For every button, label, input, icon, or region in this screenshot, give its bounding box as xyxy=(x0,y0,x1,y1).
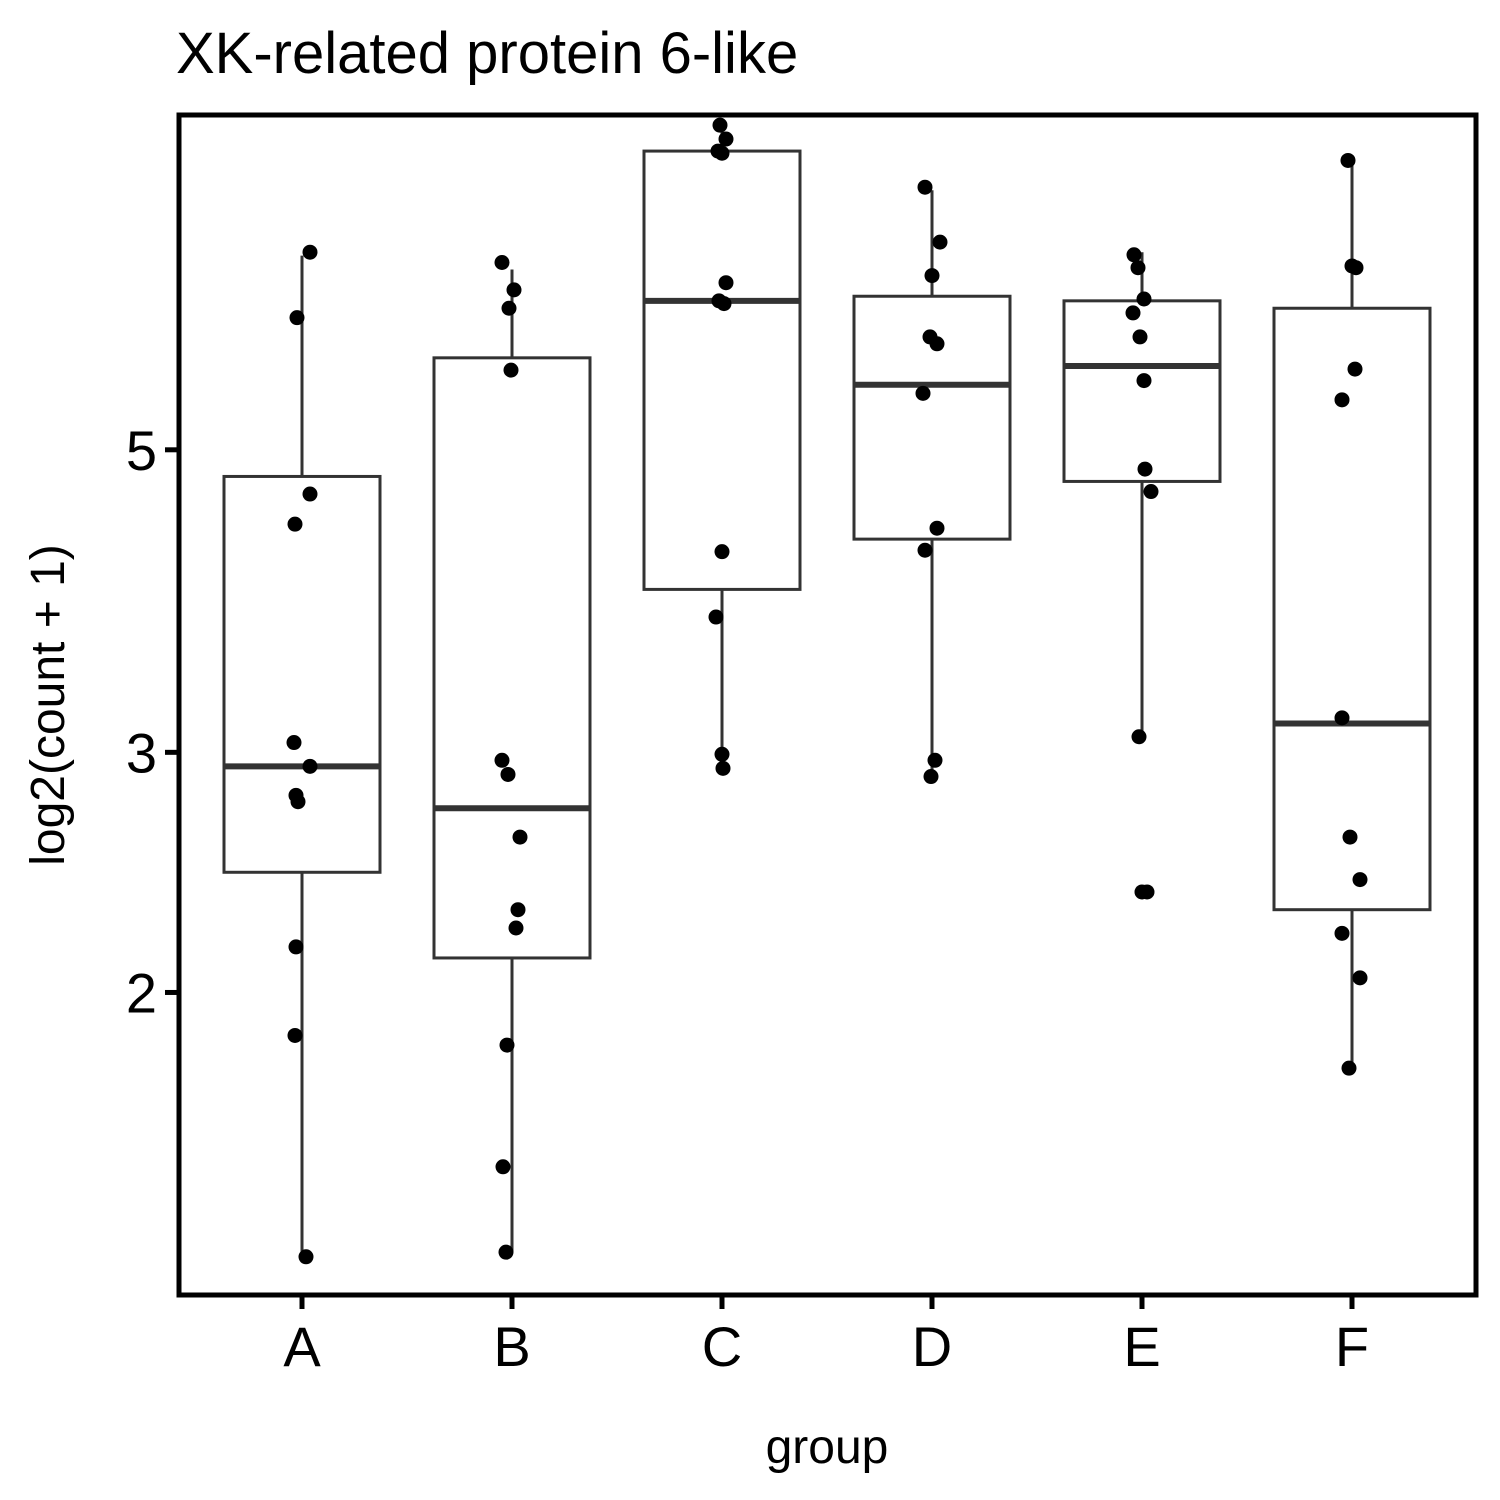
data-point xyxy=(510,902,526,918)
data-point xyxy=(290,794,306,810)
data-point xyxy=(1352,970,1368,986)
data-point xyxy=(494,752,510,768)
data-point xyxy=(501,300,517,316)
data-point xyxy=(923,769,939,785)
data-point xyxy=(302,486,318,502)
x-tick-label: F xyxy=(1335,1315,1369,1378)
data-point xyxy=(298,1249,314,1265)
boxes-layer xyxy=(222,125,1432,1257)
box-iqr xyxy=(642,149,802,591)
data-point xyxy=(1131,729,1147,745)
box-C xyxy=(642,125,802,769)
data-point xyxy=(500,766,516,782)
data-point xyxy=(1126,247,1142,263)
data-point xyxy=(1132,329,1148,345)
data-point xyxy=(932,234,948,250)
data-point xyxy=(714,145,730,161)
chart-title: XK-related protein 6-like xyxy=(176,21,798,86)
data-point xyxy=(1136,373,1152,389)
data-point xyxy=(287,1027,303,1043)
data-point xyxy=(1334,925,1350,941)
data-point xyxy=(288,939,304,955)
box-iqr xyxy=(1062,299,1222,483)
data-point xyxy=(495,1159,511,1175)
box-F xyxy=(1272,160,1432,1069)
data-point xyxy=(1340,152,1356,168)
data-point xyxy=(917,179,933,195)
data-point xyxy=(1334,392,1350,408)
y-axis: 2 3 5 xyxy=(126,419,179,1024)
box-iqr xyxy=(222,474,382,874)
data-point xyxy=(929,336,945,352)
data-point xyxy=(718,131,734,147)
data-point xyxy=(506,282,522,298)
data-point xyxy=(1342,829,1358,845)
data-point xyxy=(716,296,732,312)
box-iqr xyxy=(1272,306,1432,912)
data-point xyxy=(929,520,945,536)
data-point xyxy=(1348,260,1364,276)
x-tick-label: A xyxy=(283,1315,321,1378)
data-point xyxy=(1334,710,1350,726)
data-point xyxy=(302,244,318,260)
data-point xyxy=(1136,291,1152,307)
data-point xyxy=(708,609,724,625)
data-point xyxy=(494,254,510,270)
data-point xyxy=(1341,1060,1357,1076)
y-tick-label: 5 xyxy=(126,419,157,482)
x-axis: A B C D E F xyxy=(283,1295,1369,1378)
data-point xyxy=(915,385,931,401)
data-point xyxy=(1125,305,1141,321)
data-point xyxy=(287,516,303,532)
data-point xyxy=(1139,884,1155,900)
x-tick-label: B xyxy=(493,1315,530,1378)
data-point xyxy=(715,760,731,776)
data-point xyxy=(512,829,528,845)
x-tick-label: C xyxy=(702,1315,742,1378)
x-tick-label: D xyxy=(912,1315,952,1378)
data-point xyxy=(503,362,519,378)
data-point xyxy=(1137,461,1153,477)
data-point xyxy=(1130,260,1146,276)
data-point xyxy=(286,735,302,751)
box-A xyxy=(222,255,382,1257)
data-point xyxy=(714,746,730,762)
data-point xyxy=(718,275,734,291)
plot-panel xyxy=(176,112,1479,1298)
x-tick-label: E xyxy=(1123,1315,1160,1378)
data-point xyxy=(498,1244,514,1260)
data-point xyxy=(917,542,933,558)
data-point xyxy=(712,117,728,133)
data-point xyxy=(1143,484,1159,500)
data-point xyxy=(289,310,305,326)
data-point xyxy=(924,268,940,284)
data-point xyxy=(927,752,943,768)
x-axis-label: group xyxy=(766,1421,889,1474)
points-layer xyxy=(286,117,1368,1265)
data-point xyxy=(499,1037,515,1053)
box-iqr xyxy=(432,356,592,960)
data-point xyxy=(1347,361,1363,377)
y-axis-label: log2(count + 1) xyxy=(22,544,75,866)
y-tick-label: 2 xyxy=(126,961,157,1024)
y-tick-label: 3 xyxy=(126,721,157,784)
data-point xyxy=(714,544,730,560)
data-point xyxy=(1352,872,1368,888)
data-point xyxy=(302,758,318,774)
data-point xyxy=(508,920,524,936)
